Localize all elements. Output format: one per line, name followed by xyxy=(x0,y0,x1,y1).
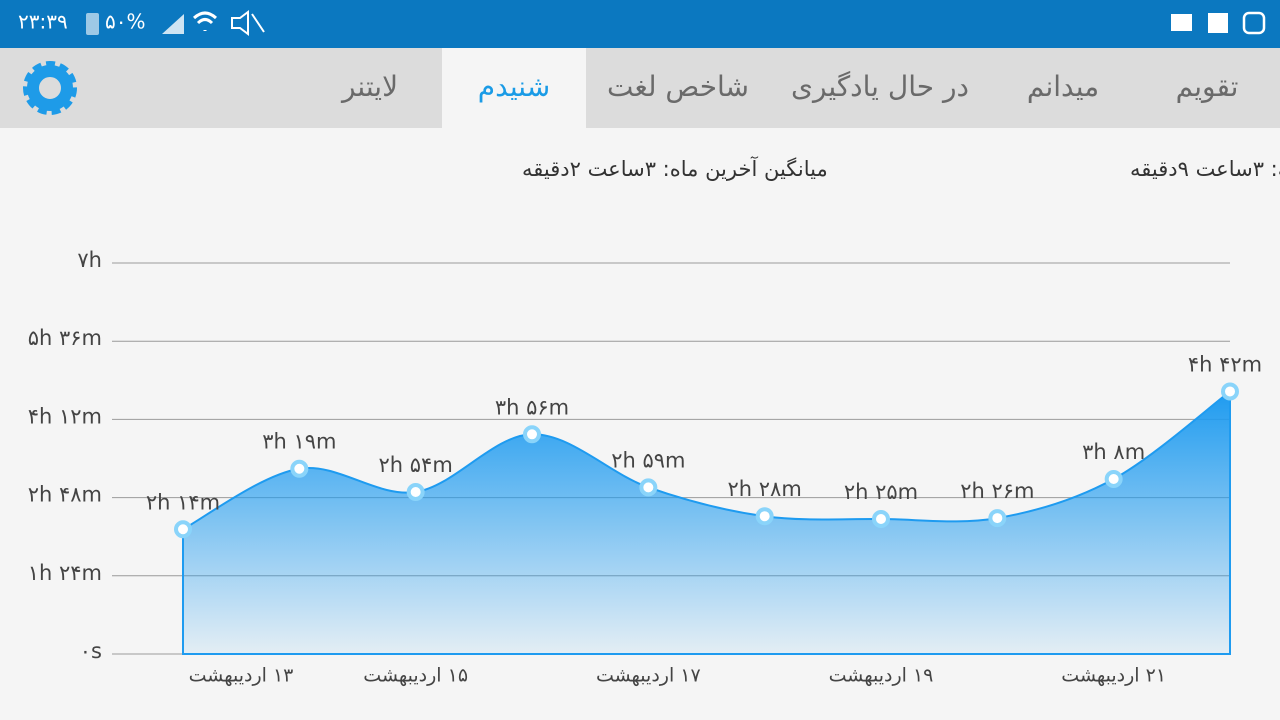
data-point xyxy=(523,425,541,444)
mute-icon xyxy=(231,10,265,36)
value-label: ۲h ۵۴m xyxy=(379,453,453,477)
data-point xyxy=(755,507,774,526)
data-point xyxy=(290,459,309,478)
value-label: ۲h ۵۹m xyxy=(611,448,685,472)
value-label: ۲h ۲۸m xyxy=(728,477,802,501)
gear-ring xyxy=(27,65,73,111)
y-tick-label: ۴h ۱۲m xyxy=(28,404,102,428)
y-tick-label: ۲h ۴۸m xyxy=(28,483,102,507)
y-tick-label: ۷h xyxy=(77,248,102,272)
value-label: ۳h ۱۹m xyxy=(262,430,336,454)
tab[interactable]: در حال یادگیری xyxy=(791,70,969,103)
data-point xyxy=(1221,382,1239,401)
data-point xyxy=(639,478,658,497)
settings-button[interactable] xyxy=(23,61,77,115)
wifi-icon xyxy=(192,11,218,31)
signal-icon xyxy=(162,14,184,34)
x-tick-label: ۲۱ اردیبهشت xyxy=(1061,665,1166,687)
value-label: ۳h ۵۶m xyxy=(495,395,569,419)
tab-bar xyxy=(0,48,1280,128)
weekly-average: میانگین آخرین هفته: ۳ساعت ۹دقیقه xyxy=(1130,156,1280,181)
instagram-icon xyxy=(1242,11,1266,35)
y-tick-label: ۰s xyxy=(80,639,102,663)
tab[interactable]: میدانم xyxy=(1027,70,1099,103)
status-time: ۲۳:۳۹ xyxy=(18,10,68,34)
value-label: ۲h ۱۴m xyxy=(146,490,220,514)
tab[interactable]: شنیدم xyxy=(478,70,550,103)
y-tick-label: ۵h ۳۶m xyxy=(28,326,102,350)
value-label: ۲h ۲۶m xyxy=(960,479,1034,503)
x-tick-label: ۱۵ اردیبهشت xyxy=(363,665,468,687)
battery-icon xyxy=(86,13,99,35)
tab[interactable]: شاخص لغت xyxy=(607,70,749,103)
data-point xyxy=(1104,469,1123,488)
value-label: ۳h ۸m xyxy=(1082,440,1145,464)
gallery-icon xyxy=(1208,13,1228,33)
y-tick-label: ۱h ۲۴m xyxy=(28,561,102,585)
value-label: ۴h ۴۲m xyxy=(1188,352,1262,376)
mail-icon xyxy=(1171,14,1192,31)
tab[interactable]: تقویم xyxy=(1176,70,1239,103)
value-label: ۲h ۲۵m xyxy=(844,480,918,504)
chart: ۰s ۱h ۲۴m ۲h ۴۸m ۴h ۱۲m ۵h ۳۶m ۷h ۲h ۱۴m ۱۳ ارد… xyxy=(28,248,1262,687)
x-tick-label: ۱۷ اردیبهشت xyxy=(596,665,701,687)
x-tick-label: ۱۹ اردیبهشت xyxy=(829,665,934,687)
data-point xyxy=(174,520,192,539)
monthly-average: میانگین آخرین ماه: ۳ساعت ۲دقیقه xyxy=(522,156,828,181)
tab-selected-bg xyxy=(442,48,586,128)
area xyxy=(182,389,1231,655)
data-point xyxy=(872,510,890,529)
status-bar xyxy=(0,0,1280,48)
data-point xyxy=(988,509,1007,528)
status-battery: ۵۰% xyxy=(105,10,146,34)
x-tick-label: ۱۳ اردیبهشت xyxy=(189,665,294,687)
tab[interactable]: لایتنر xyxy=(340,70,398,103)
data-point xyxy=(406,483,425,502)
